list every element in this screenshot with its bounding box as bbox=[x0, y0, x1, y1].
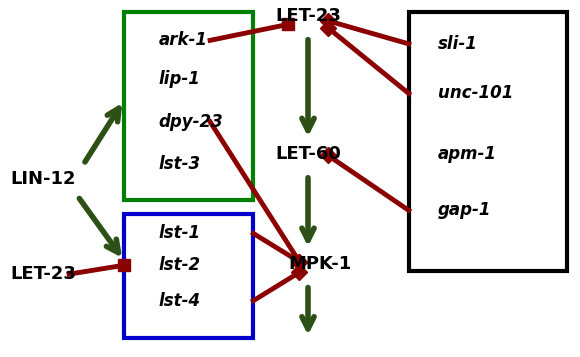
Text: MPK-1: MPK-1 bbox=[288, 255, 351, 272]
Text: dpy-23: dpy-23 bbox=[158, 113, 223, 131]
Bar bbox=[124, 12, 253, 200]
Text: lst-3: lst-3 bbox=[158, 155, 201, 174]
Bar bbox=[409, 12, 567, 271]
Text: LET-23: LET-23 bbox=[275, 6, 341, 25]
Bar bbox=[124, 214, 253, 338]
Text: sli-1: sli-1 bbox=[437, 35, 477, 53]
Text: ark-1: ark-1 bbox=[158, 31, 207, 49]
Text: LIN-12: LIN-12 bbox=[10, 170, 76, 187]
Text: gap-1: gap-1 bbox=[437, 201, 491, 220]
Text: lst-1: lst-1 bbox=[158, 225, 201, 242]
Text: LET-23: LET-23 bbox=[10, 265, 76, 283]
Text: lip-1: lip-1 bbox=[158, 70, 200, 88]
Text: apm-1: apm-1 bbox=[437, 145, 496, 163]
Text: LET-60: LET-60 bbox=[275, 145, 341, 163]
Text: lst-2: lst-2 bbox=[158, 256, 201, 274]
Text: unc-101: unc-101 bbox=[437, 85, 513, 102]
Text: lst-4: lst-4 bbox=[158, 292, 201, 310]
